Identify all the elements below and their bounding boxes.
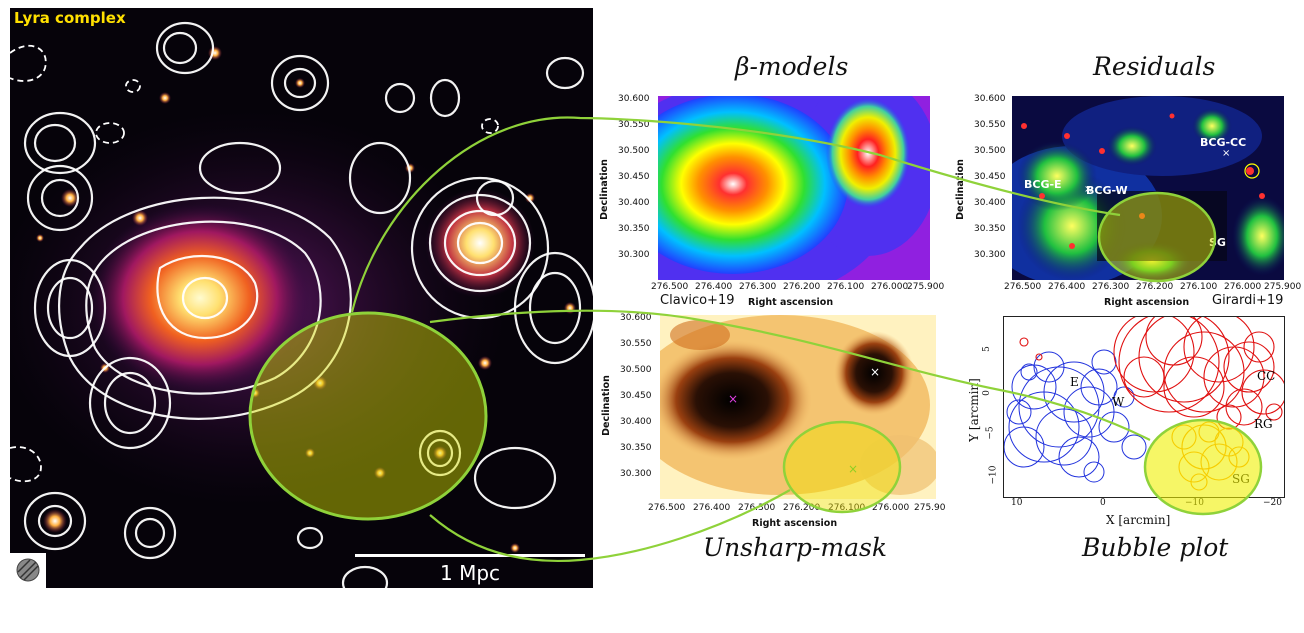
xtick: 0 [1100, 498, 1106, 508]
unsharp-xlabel: Right ascension [752, 518, 838, 529]
bubble-label-cc: CC [1257, 369, 1276, 383]
xtick: 276.400 [695, 282, 733, 292]
ytick: 30.500 [618, 146, 650, 156]
xtick: 275.900 [907, 282, 945, 292]
label-sg: SG [1209, 236, 1226, 249]
beta-yticks: 30.600 30.550 30.500 30.450 30.400 30.35… [618, 94, 656, 266]
beta-models-panel [658, 96, 930, 280]
residuals-ylabel: Declination [954, 159, 966, 220]
unsharp-mask-image: × × × [660, 315, 936, 499]
xtick: 276.300 [1092, 282, 1130, 292]
xtick: 276.000 [871, 282, 909, 292]
xtick: 276.100 [828, 503, 866, 513]
xtick: 275.90 [914, 503, 946, 513]
ytick: 30.550 [974, 120, 1006, 130]
ytick: −10 [988, 465, 999, 485]
unsharp-xticks: 276.500 276.400 276.300 276.200 276.100 … [648, 503, 948, 515]
ytick: 30.500 [620, 365, 652, 375]
unsharp-ylabel: Declination [600, 375, 612, 436]
xtick: 10 [1011, 498, 1023, 508]
xtick: 275.900 [1264, 282, 1302, 292]
xray-map [10, 8, 593, 588]
ytick: 30.550 [620, 339, 652, 349]
residuals-yticks: 30.600 30.550 30.500 30.450 30.400 30.35… [974, 94, 1012, 266]
beta-models-image [658, 96, 930, 280]
ytick: 30.500 [974, 146, 1006, 156]
xtick: −10 [1185, 498, 1204, 508]
ytick: 30.600 [974, 94, 1006, 104]
ytick: −5 [985, 426, 996, 440]
bubble-label-e: E [1070, 375, 1079, 389]
svg-text:×: × [728, 392, 738, 406]
citation-clavico: Clavico+19 [660, 293, 735, 308]
xtick: 276.000 [872, 503, 910, 513]
ytick: 30.300 [620, 469, 652, 479]
ytick: 30.450 [620, 391, 652, 401]
residuals-xlabel: Right ascension [1104, 297, 1190, 308]
unsharp-yticks: 30.600 30.550 30.500 30.450 30.400 30.35… [620, 313, 658, 485]
ytick: 30.300 [618, 250, 650, 260]
caption-beta-models: β-models [735, 52, 849, 81]
label-bcg-w: BCG-W [1086, 184, 1128, 197]
ytick: 30.350 [618, 224, 650, 234]
xtick: 276.300 [738, 503, 776, 513]
xtick: 276.300 [739, 282, 777, 292]
svg-text:×: × [848, 462, 858, 476]
main-title: Lyra complex [14, 9, 126, 27]
caption-unsharp-mask: Unsharp-mask [703, 533, 887, 562]
xtick: 276.500 [651, 282, 689, 292]
ytick: 30.300 [974, 250, 1006, 260]
xtick: −20 [1263, 498, 1282, 508]
xtick: 276.400 [693, 503, 731, 513]
bubble-xlabel: X [arcmin] [1106, 513, 1171, 527]
ytick: 30.400 [974, 198, 1006, 208]
ytick: 30.350 [620, 443, 652, 453]
ytick: 30.600 [618, 94, 650, 104]
ytick: 30.600 [620, 313, 652, 323]
caption-bubble-plot: Bubble plot [1082, 533, 1229, 562]
bubble-label-rg: RG [1254, 417, 1273, 431]
residuals-panel: × × BCG-CC BCG-E BCG-W SG [1012, 96, 1284, 280]
xtick: 276.500 [648, 503, 686, 513]
bubble-yticks: 5 0 −5 −10 [981, 316, 1002, 496]
bubble-ylabel: Y [arcmin] [966, 378, 981, 442]
ytick: 30.550 [618, 120, 650, 130]
bubble-plot-chart [1004, 317, 1284, 491]
xtick: 276.100 [827, 282, 865, 292]
ytick: 30.450 [974, 172, 1006, 182]
xtick: 276.000 [1224, 282, 1262, 292]
xtick: 276.200 [783, 282, 821, 292]
xtick: 276.200 [1136, 282, 1174, 292]
bubble-plot-panel: E W CC RG SG [1003, 316, 1285, 498]
caption-residuals: Residuals [1093, 52, 1216, 81]
ytick: 5 [981, 346, 992, 352]
bubble-xticks: 10 0 −10 −20 [1003, 498, 1288, 512]
ytick: 30.350 [974, 224, 1006, 234]
beta-xlabel: Right ascension [748, 297, 834, 308]
label-bcg-cc: BCG-CC [1200, 136, 1247, 149]
xtick: 276.500 [1004, 282, 1042, 292]
lyra-xray-image: Lyra complex 1 Mpc [10, 8, 593, 588]
unsharp-mask-panel: × × × [660, 315, 936, 499]
bubble-label-w: W [1112, 395, 1125, 409]
citation-girardi: Girardi+19 [1212, 293, 1284, 308]
ytick: 0 [981, 390, 992, 396]
ytick: 30.400 [618, 198, 650, 208]
xtick: 276.200 [783, 503, 821, 513]
svg-text:×: × [1222, 148, 1230, 159]
bubble-label-sg: SG [1232, 472, 1250, 486]
svg-text:×: × [870, 365, 880, 379]
beam-icon [10, 553, 46, 588]
beta-ylabel: Declination [598, 159, 610, 220]
ytick: 30.400 [620, 417, 652, 427]
xtick: 276.400 [1048, 282, 1086, 292]
xtick: 276.100 [1180, 282, 1218, 292]
ytick: 30.450 [618, 172, 650, 182]
scale-bar-label: 1 Mpc [440, 561, 501, 585]
label-bcg-e: BCG-E [1024, 178, 1062, 191]
